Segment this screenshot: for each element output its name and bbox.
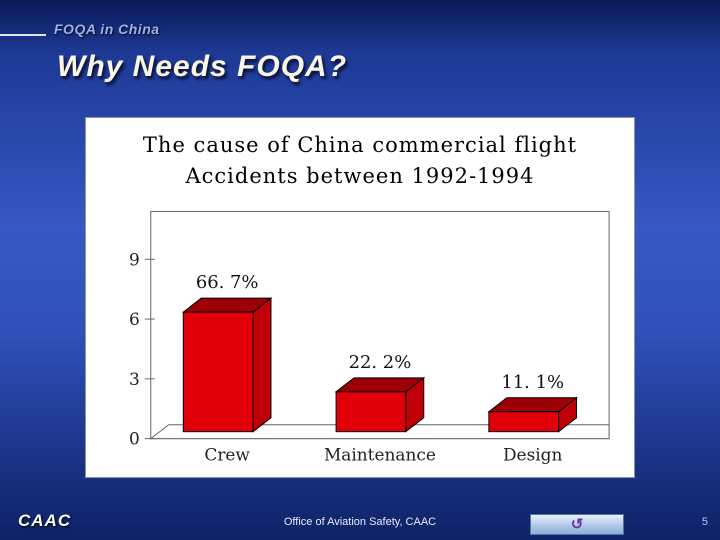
- bar: [182, 311, 254, 433]
- chart-title: The cause of China commercial flight Acc…: [86, 130, 634, 192]
- category-label: Design: [503, 445, 563, 465]
- category-label: Crew: [204, 445, 250, 465]
- bar-value-label: 11. 1%: [501, 372, 564, 393]
- return-arrow-icon: ↺: [570, 516, 584, 533]
- page-title: Why Needs FOQA?: [57, 50, 348, 83]
- header-tick-line: [0, 34, 46, 36]
- chart-panel: The cause of China commercial flight Acc…: [85, 117, 635, 478]
- y-tick-label: 0: [129, 429, 140, 449]
- header-eyebrow: FOQA in China: [54, 21, 160, 37]
- y-tick-label: 9: [129, 249, 140, 269]
- bar: [488, 411, 560, 433]
- y-tick-label: 6: [129, 309, 140, 329]
- category-label: Maintenance: [324, 445, 436, 465]
- bar: [335, 391, 407, 433]
- footer-center-text: Office of Aviation Safety, CAAC: [283, 516, 437, 528]
- bar-chart: 0 3 6 9 66. 7% Crew 22. 2% Maintenance 11. 1% Des…: [129, 210, 610, 465]
- y-tick-label: 3: [129, 369, 140, 389]
- chart-title-line2: Accidents between 1992-1994: [185, 164, 535, 188]
- chart-title-line1: The cause of China commercial flight: [142, 133, 578, 157]
- bar-value-label: 22. 2%: [349, 352, 412, 373]
- slide-footer: CAAC Office of Aviation Safety, CAAC ↺ 5: [0, 498, 720, 540]
- footer-brand: CAAC: [18, 511, 72, 530]
- bar-side-face: [252, 297, 272, 433]
- page-number: 5: [701, 516, 708, 528]
- bar-value-label: 66. 7%: [196, 272, 259, 293]
- return-button[interactable]: ↺: [530, 514, 624, 535]
